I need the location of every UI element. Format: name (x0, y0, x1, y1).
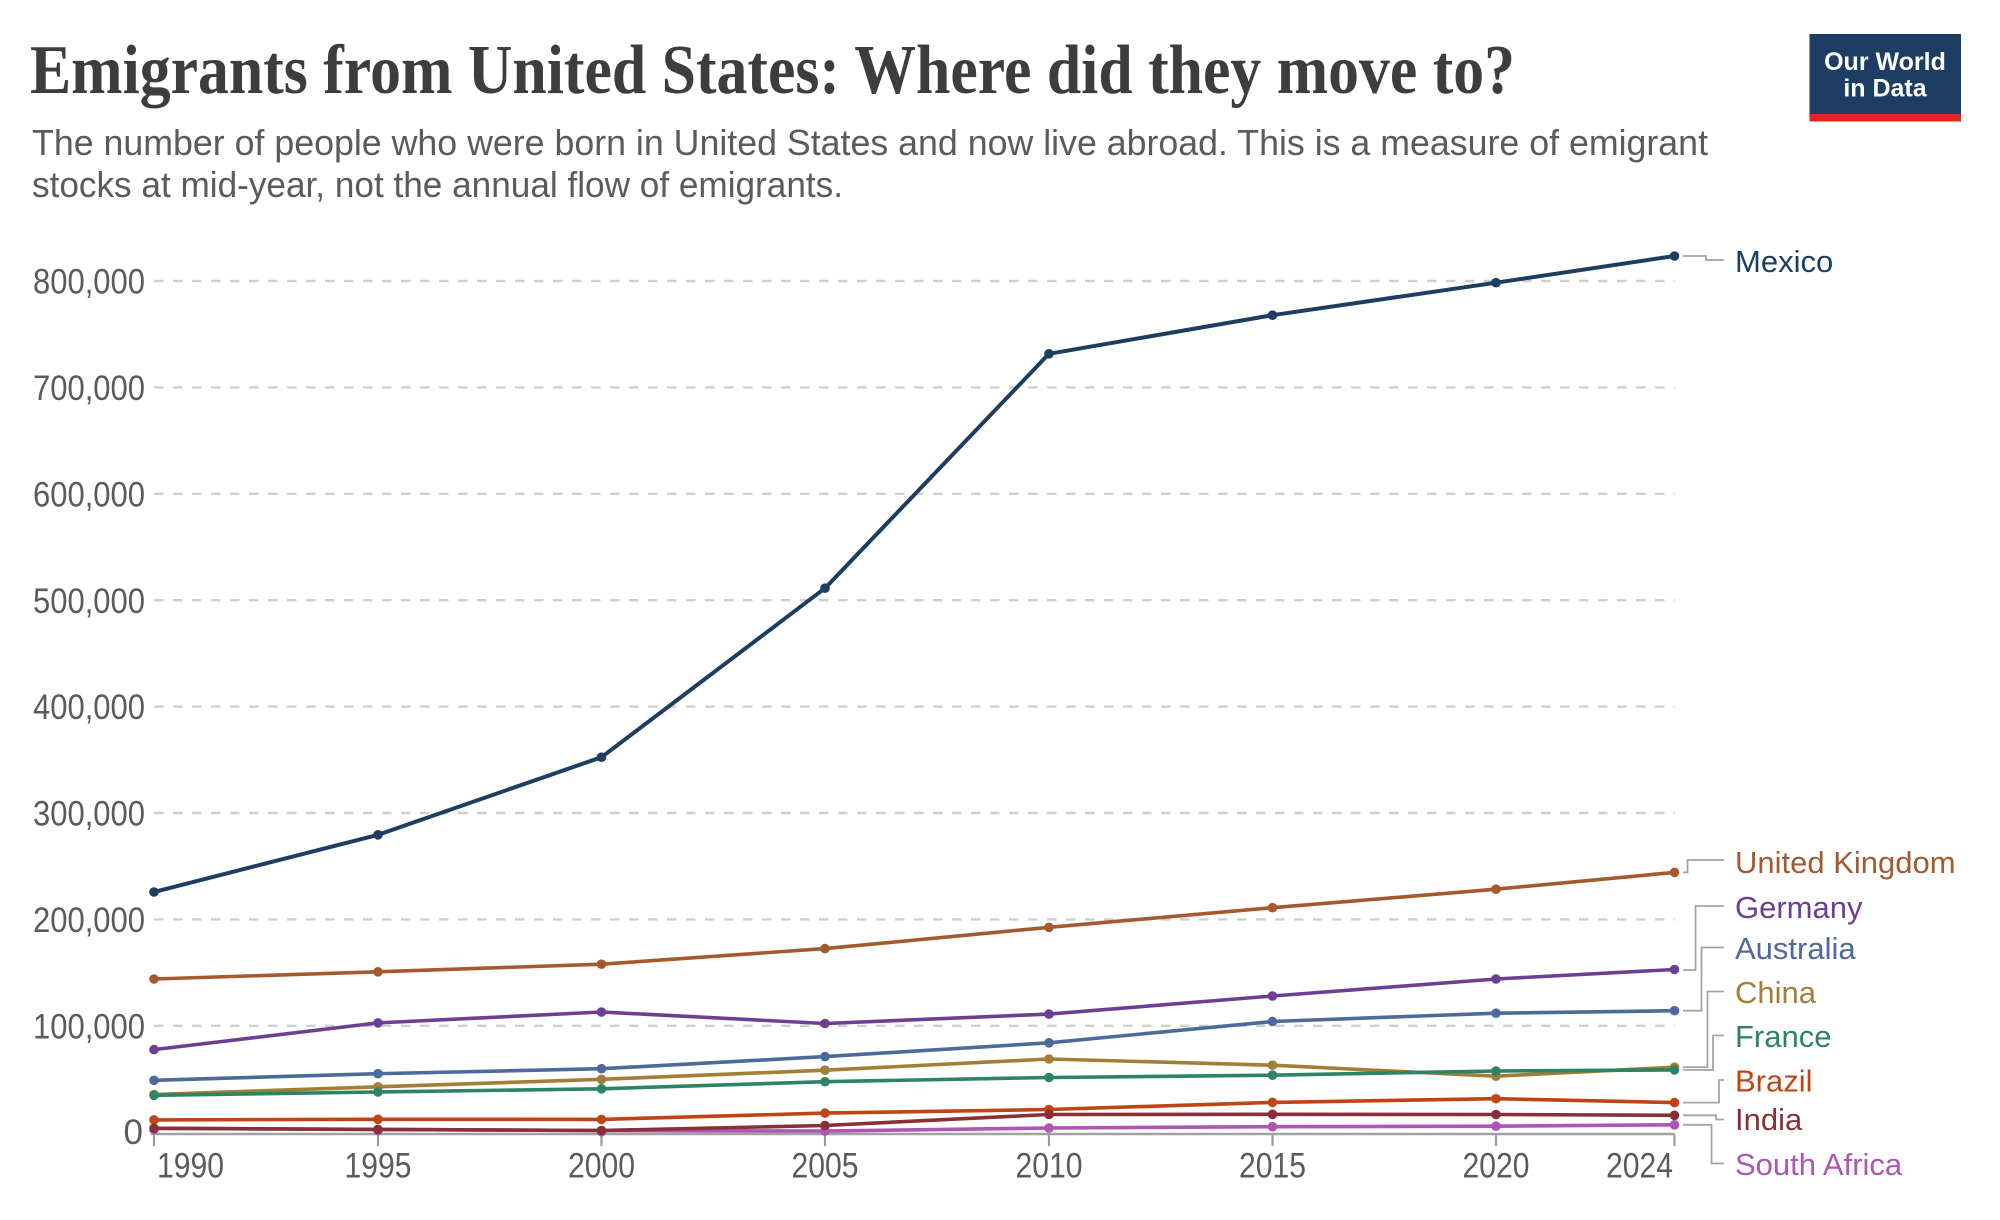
svg-text:0: 0 (124, 1113, 143, 1152)
svg-text:700,000: 700,000 (33, 369, 145, 408)
svg-text:1995: 1995 (345, 1147, 412, 1186)
svg-text:500,000: 500,000 (33, 582, 145, 621)
svg-text:800,000: 800,000 (33, 263, 145, 302)
svg-text:1990: 1990 (157, 1147, 224, 1186)
svg-text:United Kingdom: United Kingdom (1735, 845, 1956, 880)
svg-text:Brazil: Brazil (1735, 1064, 1813, 1099)
svg-text:China: China (1735, 975, 1817, 1010)
svg-text:2000: 2000 (568, 1147, 635, 1186)
svg-text:Our World: Our World (1824, 48, 1946, 76)
svg-text:2015: 2015 (1239, 1147, 1306, 1186)
svg-text:100,000: 100,000 (33, 1007, 145, 1046)
svg-text:400,000: 400,000 (33, 688, 145, 727)
svg-text:India: India (1735, 1102, 1803, 1137)
svg-text:Emigrants from United States:: Emigrants from United States: Where did … (30, 32, 1515, 109)
svg-text:stocks at mid-year, not the an: stocks at mid-year, not the annual flow … (32, 164, 843, 205)
svg-text:200,000: 200,000 (33, 901, 145, 940)
svg-text:2005: 2005 (792, 1147, 859, 1186)
svg-text:Germany: Germany (1735, 890, 1863, 925)
svg-text:The number of people who were: The number of people who were born in Un… (32, 122, 1708, 163)
svg-text:2010: 2010 (1016, 1147, 1083, 1186)
svg-text:300,000: 300,000 (33, 795, 145, 834)
svg-text:France: France (1735, 1019, 1831, 1054)
svg-text:Australia: Australia (1735, 931, 1856, 966)
svg-text:in Data: in Data (1843, 75, 1927, 103)
svg-text:South Africa: South Africa (1735, 1147, 1903, 1182)
svg-text:2024: 2024 (1606, 1147, 1673, 1186)
svg-text:Mexico: Mexico (1735, 244, 1833, 279)
svg-text:600,000: 600,000 (33, 475, 145, 514)
svg-text:2020: 2020 (1463, 1147, 1530, 1186)
